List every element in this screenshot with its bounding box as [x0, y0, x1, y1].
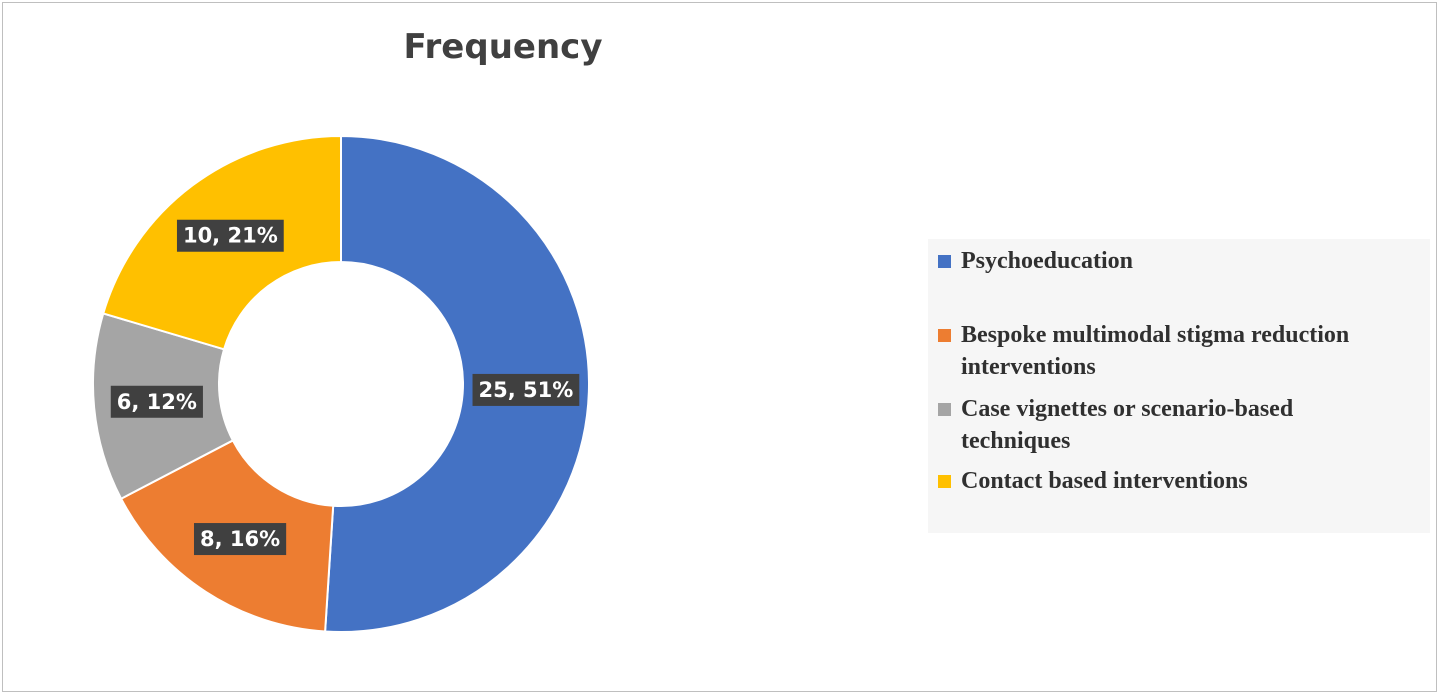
legend-swatch: [938, 403, 951, 416]
data-label-contact-based: 10, 21%: [176, 219, 284, 252]
legend-swatch: [938, 329, 951, 342]
data-label-text: 10, 21%: [183, 224, 278, 248]
donut-chart: 25, 51% 8, 16% 6, 12% 10, 21%: [92, 134, 591, 633]
legend: Psychoeducation Bespoke multimodal stigm…: [928, 239, 1430, 533]
data-label-background: [472, 373, 580, 406]
data-label-background: [110, 385, 203, 418]
legend-item-case-vignettes: Case vignettes or scenario-based techniqu…: [938, 393, 1293, 457]
legend-label: Psychoeducation: [961, 248, 1134, 274]
data-label-background: [176, 219, 284, 252]
legend-item-contact-based: Contact based interventions: [938, 465, 1248, 497]
data-label-case-vignettes: 6, 12%: [110, 385, 203, 418]
data-label-background: [193, 523, 287, 556]
legend-item-psychoeducation: Psychoeducation: [938, 245, 1133, 277]
data-label-text: 6, 12%: [117, 390, 197, 414]
slice-psychoeducation: [324, 134, 591, 633]
data-label-text: 25, 51%: [479, 378, 574, 402]
legend-label: Case vignettes or scenario-based techniqu…: [961, 396, 1294, 454]
legend-item-bespoke: Bespoke multimodal stigma reduction inter…: [938, 319, 1349, 383]
legend-label: Contact based interventions: [961, 468, 1248, 494]
legend-swatch: [938, 475, 951, 488]
legend-label: Bespoke multimodal stigma reduction inter…: [961, 322, 1350, 380]
data-label-text: 8, 16%: [200, 527, 280, 551]
chart-title: Frequency: [403, 27, 603, 67]
donut-data-labels: 25, 51% 8, 16% 6, 12% 10, 21%: [110, 219, 580, 556]
data-label-psychoeducation: 25, 51%: [472, 373, 580, 406]
data-label-bespoke: 8, 16%: [193, 523, 287, 556]
legend-swatch: [938, 255, 951, 268]
